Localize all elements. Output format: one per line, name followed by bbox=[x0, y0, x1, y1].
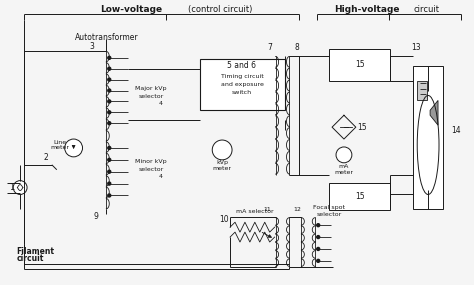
Polygon shape bbox=[430, 100, 438, 125]
Text: 9: 9 bbox=[94, 212, 99, 221]
Text: 5 and 6: 5 and 6 bbox=[228, 61, 256, 70]
Text: 14: 14 bbox=[451, 126, 461, 135]
Circle shape bbox=[64, 139, 82, 157]
Bar bbox=[329, 49, 391, 81]
Circle shape bbox=[336, 147, 352, 163]
Text: kVp: kVp bbox=[216, 160, 228, 165]
Circle shape bbox=[108, 194, 111, 197]
Text: mA: mA bbox=[339, 164, 349, 169]
Text: 13: 13 bbox=[411, 43, 421, 52]
Text: 8: 8 bbox=[294, 43, 299, 52]
Text: 3: 3 bbox=[89, 42, 94, 51]
Text: meter: meter bbox=[50, 145, 69, 150]
Text: Focal spot: Focal spot bbox=[313, 205, 345, 210]
Text: 11: 11 bbox=[264, 207, 272, 212]
Circle shape bbox=[108, 100, 111, 103]
Text: Autotransformer: Autotransformer bbox=[74, 32, 138, 42]
Text: 15: 15 bbox=[355, 192, 365, 201]
Text: and exposure: and exposure bbox=[220, 82, 264, 87]
Text: 15: 15 bbox=[357, 123, 366, 132]
Text: Line: Line bbox=[53, 139, 66, 144]
Circle shape bbox=[108, 78, 111, 81]
Circle shape bbox=[108, 67, 111, 70]
Text: (control circuit): (control circuit) bbox=[188, 5, 252, 14]
Text: 7: 7 bbox=[267, 43, 272, 52]
Circle shape bbox=[108, 56, 111, 59]
Text: 15: 15 bbox=[355, 60, 365, 69]
Circle shape bbox=[13, 181, 27, 194]
Circle shape bbox=[108, 89, 111, 92]
Text: Filament: Filament bbox=[16, 247, 54, 256]
Circle shape bbox=[108, 111, 111, 114]
Text: mA selector: mA selector bbox=[236, 209, 273, 214]
Text: Low-voltage: Low-voltage bbox=[100, 5, 162, 14]
Text: meter: meter bbox=[335, 170, 354, 175]
Text: circuit: circuit bbox=[16, 254, 44, 263]
Circle shape bbox=[317, 224, 319, 227]
Text: 10: 10 bbox=[219, 215, 229, 224]
Text: meter: meter bbox=[213, 166, 232, 171]
Text: High-voltage: High-voltage bbox=[334, 5, 400, 14]
Text: 2: 2 bbox=[44, 153, 48, 162]
Text: Major kVp: Major kVp bbox=[135, 86, 166, 91]
Bar bbox=[417, 81, 427, 100]
Circle shape bbox=[212, 140, 232, 160]
Circle shape bbox=[317, 247, 319, 251]
Bar bbox=[413, 66, 443, 209]
Circle shape bbox=[108, 182, 111, 185]
Circle shape bbox=[108, 146, 111, 149]
Text: selector: selector bbox=[138, 94, 164, 99]
Text: 12: 12 bbox=[293, 207, 301, 212]
Bar bbox=[329, 183, 391, 210]
Circle shape bbox=[108, 170, 111, 173]
Text: 4: 4 bbox=[159, 101, 163, 106]
Text: 4: 4 bbox=[159, 174, 163, 179]
Circle shape bbox=[108, 158, 111, 161]
Text: selector: selector bbox=[138, 167, 164, 172]
Text: circuit: circuit bbox=[413, 5, 439, 14]
Circle shape bbox=[317, 259, 319, 262]
Text: 1: 1 bbox=[9, 183, 15, 192]
Bar bbox=[201, 59, 284, 110]
Text: Timing circuit: Timing circuit bbox=[220, 74, 264, 79]
Text: switch: switch bbox=[232, 90, 252, 95]
Text: Minor kVp: Minor kVp bbox=[135, 159, 167, 164]
Circle shape bbox=[108, 122, 111, 125]
Text: selector: selector bbox=[317, 212, 342, 217]
Circle shape bbox=[317, 236, 319, 239]
